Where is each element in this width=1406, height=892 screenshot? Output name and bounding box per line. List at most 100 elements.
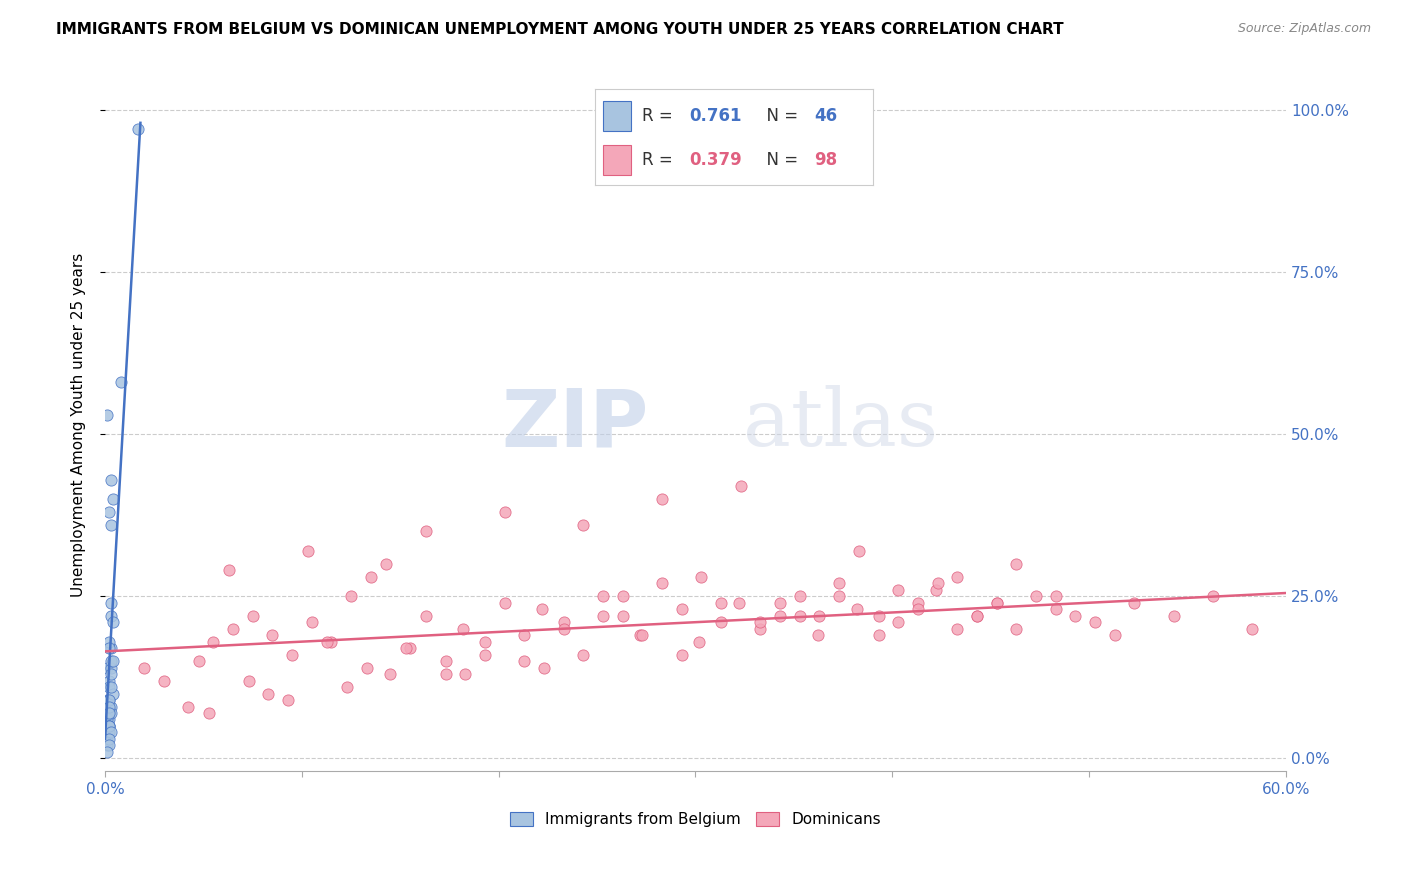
Point [97, 725, 120, 739]
Point [100, 706, 122, 720]
Point [321, 634, 343, 648]
Point [238, 673, 260, 688]
Point [316, 634, 339, 648]
Point [153, 673, 176, 688]
Point [730, 479, 752, 493]
Point [808, 608, 831, 623]
Point [1202, 589, 1225, 603]
Point [97, 680, 120, 694]
Point [399, 641, 422, 656]
Point [101, 654, 124, 668]
Point [1084, 615, 1107, 630]
Point [946, 570, 969, 584]
Point [301, 615, 323, 630]
Point [100, 680, 122, 694]
Point [110, 376, 132, 390]
Point [100, 473, 122, 487]
Point [198, 706, 221, 720]
Point [612, 589, 634, 603]
Point [97, 699, 120, 714]
Point [415, 524, 437, 539]
Point [454, 667, 477, 681]
Point [927, 576, 949, 591]
Point [96, 745, 118, 759]
Point [789, 608, 811, 623]
Point [100, 654, 122, 668]
Point [188, 654, 211, 668]
Point [281, 648, 304, 662]
Point [907, 602, 929, 616]
Point [1163, 608, 1185, 623]
Point [434, 654, 457, 668]
Point [946, 622, 969, 636]
Point [651, 576, 673, 591]
Point [96, 713, 118, 727]
Point [845, 602, 868, 616]
Point [749, 615, 772, 630]
Point [101, 491, 124, 506]
Point [277, 693, 299, 707]
Point [986, 596, 1008, 610]
Point [572, 517, 595, 532]
Point [101, 615, 124, 630]
Point [887, 582, 910, 597]
Point [415, 608, 437, 623]
Point [769, 608, 792, 623]
Point [375, 557, 398, 571]
Point [671, 648, 693, 662]
Point [127, 122, 149, 136]
Point [97, 634, 120, 648]
Point [100, 667, 122, 681]
Point [494, 596, 516, 610]
Point [592, 589, 614, 603]
Text: Source: ZipAtlas.com: Source: ZipAtlas.com [1237, 22, 1371, 36]
Point [297, 544, 319, 558]
Text: atlas: atlas [742, 385, 938, 464]
Point [474, 634, 496, 648]
Point [631, 628, 654, 642]
Point [1123, 596, 1146, 610]
Point [97, 505, 120, 519]
Point [671, 602, 693, 616]
Point [1005, 622, 1028, 636]
Point [451, 622, 474, 636]
Point [572, 648, 595, 662]
Point [966, 608, 988, 623]
Point [553, 615, 575, 630]
Point [688, 634, 710, 648]
Point [651, 491, 673, 506]
Point [907, 596, 929, 610]
Point [222, 622, 245, 636]
Point [97, 693, 120, 707]
Point [97, 641, 120, 656]
Point [97, 719, 120, 733]
Point [100, 699, 122, 714]
Point [202, 634, 225, 648]
Point [96, 719, 118, 733]
Point [1045, 589, 1067, 603]
Point [97, 739, 120, 753]
Point [806, 628, 828, 642]
Point [924, 582, 946, 597]
Point [828, 589, 851, 603]
Text: IMMIGRANTS FROM BELGIUM VS DOMINICAN UNEMPLOYMENT AMONG YOUTH UNDER 25 YEARS COR: IMMIGRANTS FROM BELGIUM VS DOMINICAN UNE… [56, 22, 1064, 37]
Point [690, 570, 713, 584]
Point [380, 667, 402, 681]
Y-axis label: Unemployment Among Youth under 25 years: Unemployment Among Youth under 25 years [72, 252, 86, 597]
Legend: Immigrants from Belgium, Dominicans: Immigrants from Belgium, Dominicans [503, 805, 887, 833]
Point [100, 596, 122, 610]
Point [262, 628, 284, 642]
Text: ZIP: ZIP [501, 385, 648, 464]
Point [100, 725, 122, 739]
Point [395, 641, 418, 656]
Point [828, 576, 851, 591]
Point [100, 517, 122, 532]
Point [340, 589, 363, 603]
Point [887, 615, 910, 630]
Point [1104, 628, 1126, 642]
Point [176, 699, 198, 714]
Point [1025, 589, 1047, 603]
Point [96, 731, 118, 746]
Point [96, 408, 118, 422]
Point [97, 673, 120, 688]
